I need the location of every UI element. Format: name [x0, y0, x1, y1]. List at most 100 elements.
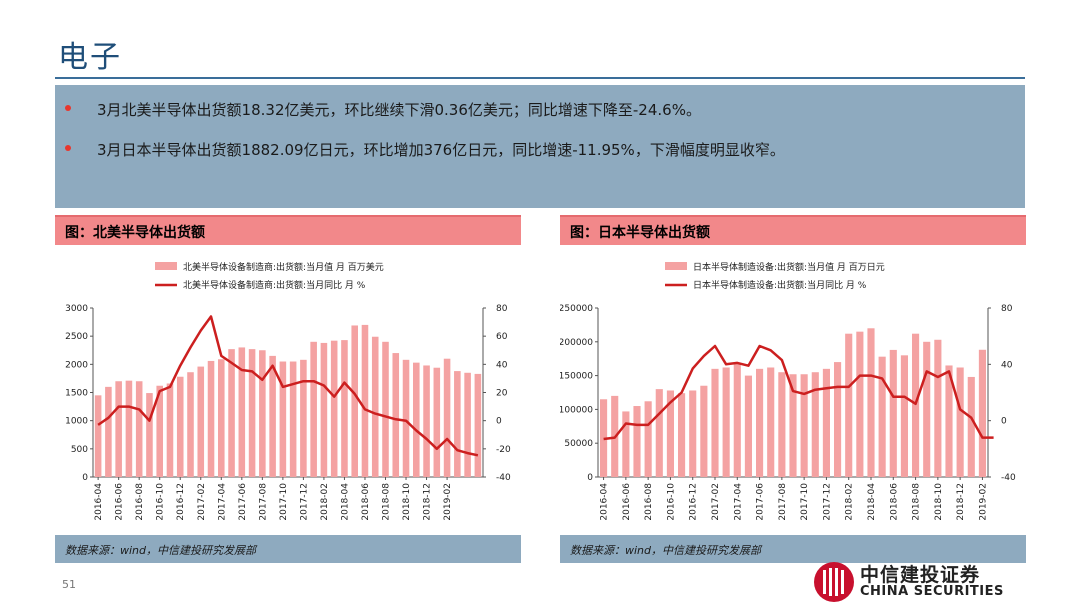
bar	[878, 356, 886, 477]
x-tick-label: 2017-06	[756, 483, 766, 521]
x-tick-label: 2018-04	[340, 483, 350, 521]
chart-title-bar-north-america: 图：北美半导体出货额	[55, 215, 521, 245]
summary-box: 3月北美半导体出货额18.32亿美元，环比继续下滑0.36亿美元；同比增速下降至…	[55, 85, 1025, 208]
x-tick-label: 2018-12	[956, 483, 966, 521]
chart-title-bar-japan: 图：日本半导体出货额	[560, 215, 1026, 245]
x-tick-label: 2018-08	[912, 483, 922, 521]
x-tick-label: 2018-12	[423, 483, 433, 521]
page-number: 51	[62, 578, 76, 591]
bar	[382, 341, 389, 477]
bar	[166, 383, 174, 477]
bar	[856, 331, 864, 477]
bar	[845, 333, 853, 477]
bar	[655, 389, 663, 477]
bar	[371, 336, 379, 477]
x-tick-label: 2017-10	[279, 483, 289, 521]
x-tick-label: 2017-02	[711, 483, 721, 521]
y-tick-label-right: 40	[1001, 360, 1013, 370]
bar	[259, 350, 266, 477]
y-tick-label-right: 0	[1001, 417, 1007, 427]
x-tick-label: 2016-06	[622, 483, 632, 521]
bar	[800, 374, 808, 477]
bar	[934, 339, 942, 477]
bar	[689, 390, 697, 477]
bar	[644, 401, 652, 477]
bar	[238, 347, 246, 477]
y-tick-label-left: 1500	[65, 389, 88, 399]
y-tick-label-left: 200000	[560, 338, 593, 348]
title-divider	[55, 77, 1025, 79]
bar	[956, 367, 964, 477]
y-tick-label-right: -40	[1001, 473, 1016, 483]
bar	[633, 406, 641, 477]
x-tick-label: 2016-10	[156, 483, 166, 521]
bar	[474, 373, 482, 477]
bar	[967, 376, 975, 477]
bar	[789, 374, 797, 477]
x-tick-label: 2017-12	[822, 483, 832, 521]
y-tick-label-right: 0	[496, 417, 502, 427]
bar	[464, 372, 471, 477]
x-tick-label: 2018-04	[867, 483, 877, 521]
bar	[289, 361, 297, 477]
x-tick-label: 2016-06	[115, 483, 125, 521]
y-tick-label-left: 150000	[560, 372, 593, 382]
bar	[300, 359, 307, 477]
y-tick-label-right: 20	[496, 389, 508, 399]
chart-japan: 日本半导体制造设备:出货额:当月值 月 百万日元日本半导体制造设备:出货额:当月…	[560, 261, 1016, 521]
bar	[778, 372, 786, 477]
x-tick-label: 2019-02	[978, 483, 988, 521]
bar	[945, 365, 953, 477]
x-tick-label: 2018-06	[361, 483, 371, 521]
bar	[443, 358, 451, 477]
y-tick-label-right: 80	[1001, 304, 1013, 314]
bar	[228, 349, 235, 477]
legend-label: 日本半导体制造设备:出货额:当月同比 月 %	[693, 279, 867, 291]
y-tick-label-right: 60	[496, 332, 508, 342]
legend-label: 北美半导体设备制造商:出货额:当月值 月 百万美元	[183, 261, 384, 273]
bar	[94, 395, 102, 477]
bar	[413, 362, 420, 477]
bar	[218, 359, 225, 477]
chart-source: 数据来源：wind，中信建投研究发展部	[65, 544, 257, 557]
y-tick-label-left: 2000	[65, 360, 88, 370]
x-tick-label: 2018-08	[382, 483, 392, 521]
y-tick-label-left: 2500	[65, 332, 88, 342]
bar	[756, 368, 764, 477]
legend-label: 日本半导体制造设备:出货额:当月值 月 百万日元	[693, 261, 885, 273]
bar	[711, 368, 719, 477]
x-tick-label: 2018-02	[320, 483, 330, 521]
summary-bullet: 3月北美半导体出货额18.32亿美元，环比继续下滑0.36亿美元；同比增速下降至…	[65, 99, 701, 120]
y-tick-label-right: -20	[496, 445, 511, 455]
bar	[867, 328, 875, 477]
y-tick-label-left: 100000	[560, 405, 593, 415]
bar	[700, 385, 708, 477]
x-tick-label: 2017-08	[258, 483, 268, 521]
x-tick-label: 2016-04	[94, 483, 104, 521]
x-tick-label: 2016-12	[176, 483, 186, 521]
y-tick-label-left: 250000	[560, 304, 593, 314]
bar	[744, 375, 752, 477]
y-tick-label-left: 500	[71, 445, 88, 455]
bar	[622, 411, 630, 477]
bar	[912, 333, 920, 477]
x-tick-label: 2018-06	[889, 483, 899, 521]
logo-text-en: CHINA SECURITIES	[860, 584, 1004, 599]
bar	[330, 340, 338, 477]
bar	[279, 361, 287, 477]
bar	[248, 349, 256, 477]
x-tick-label: 2016-08	[135, 483, 145, 521]
bar	[187, 372, 194, 477]
bar	[834, 362, 842, 477]
x-tick-label: 2017-08	[778, 483, 788, 521]
bar	[402, 359, 410, 477]
bar	[351, 325, 358, 477]
bar	[889, 349, 897, 477]
bar	[392, 353, 400, 477]
bar	[269, 355, 276, 477]
bar	[207, 360, 215, 477]
bar	[923, 341, 931, 477]
x-tick-label: 2017-04	[217, 483, 227, 521]
x-tick-label: 2018-10	[402, 483, 412, 521]
bar	[341, 340, 348, 477]
